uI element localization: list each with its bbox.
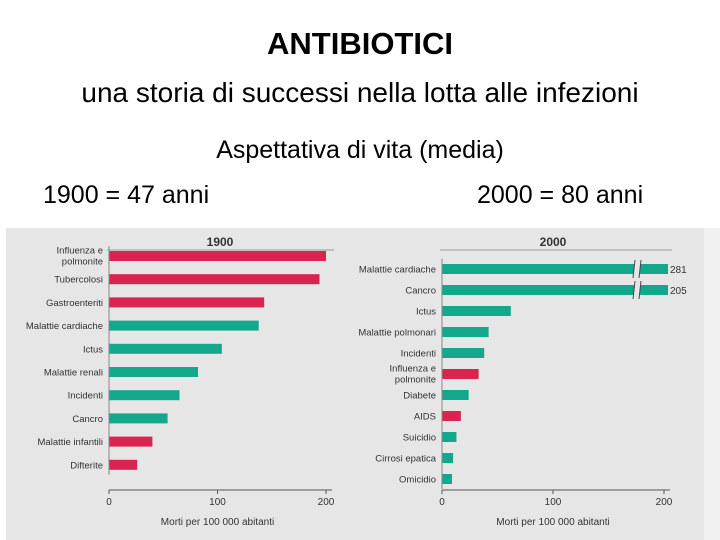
category-label: Cancro: [72, 414, 103, 425]
right-edge-band: [704, 228, 720, 540]
category-label: Ictus: [83, 344, 103, 355]
category-label: Malattie cardiache: [359, 265, 436, 276]
x-tick-label: 100: [545, 497, 562, 508]
bar-ictus: [442, 306, 511, 316]
bar-malattie-cardiache: [109, 320, 259, 331]
x-tick-label: 100: [209, 497, 226, 508]
category-label: Cancro: [405, 286, 436, 297]
bar-suicidio: [442, 432, 457, 442]
bar-cancro: [109, 413, 168, 424]
category-label: Cirrosi epatica: [375, 454, 436, 465]
bar-gastroenteriti: [109, 297, 265, 308]
x-tick-label: 200: [318, 497, 335, 508]
category-label: Omicidio: [399, 475, 436, 486]
bar-ictus: [109, 343, 222, 354]
category-label: Difterite: [70, 460, 103, 471]
axis-break-mark: [632, 259, 636, 279]
category-label: Malattie renali: [44, 368, 103, 379]
x-tick-label: 0: [439, 497, 445, 508]
chart-title: 2000: [540, 235, 567, 249]
category-label: Incidenti: [68, 391, 103, 402]
category-label: Gastroenteriti: [46, 298, 103, 309]
bar-value-label: 205: [670, 286, 687, 297]
category-label: polmonite: [62, 257, 103, 268]
x-tick-label: 0: [106, 497, 112, 508]
category-label: Influenza e: [57, 246, 103, 257]
x-tick-label: 200: [656, 497, 673, 508]
bar-omicidio: [442, 474, 452, 484]
chart-title: 1900: [207, 235, 234, 249]
bar-difterite: [109, 459, 138, 470]
life-expectancy-2000: 2000 = 80 anni: [477, 181, 644, 209]
category-label: AIDS: [414, 412, 436, 423]
category-label: Malattie infantili: [38, 437, 103, 448]
bar-influenza-e-polmonite: [109, 251, 326, 261]
bar-cancro: [442, 285, 668, 295]
category-label: Malattie cardiache: [26, 321, 103, 332]
life-expectancy-1900: 1900 = 47 anni: [43, 181, 210, 209]
bar-incidenti: [442, 348, 485, 358]
category-label: polmonite: [395, 375, 436, 386]
bar-value-label: 281: [670, 265, 687, 276]
bar-influenza-e-polmonite: [442, 369, 479, 379]
category-label: Malattie polmonari: [358, 328, 436, 339]
bar-tubercolosi: [109, 274, 320, 285]
bar-malattie-cardiache: [442, 264, 668, 274]
slide-title: ANTIBIOTICI: [267, 26, 453, 61]
bar-malattie-renali: [109, 367, 198, 377]
category-label: Diabete: [403, 391, 436, 402]
axis-break-mark: [638, 259, 642, 279]
x-axis-label: Morti per 100 000 abitanti: [496, 517, 609, 528]
bar-malattie-polmonari: [442, 327, 489, 337]
category-label: Incidenti: [401, 349, 436, 360]
category-label: Suicidio: [403, 433, 436, 444]
category-label: Tubercolosi: [54, 275, 103, 286]
life-expectancy-heading: Aspettativa di vita (media): [216, 136, 504, 164]
x-axis-label: Morti per 100 000 abitanti: [161, 517, 274, 528]
category-label: Ictus: [416, 307, 436, 318]
bar-aids: [442, 411, 461, 421]
bar-diabete: [442, 390, 469, 400]
bar-cirrosi-epatica: [442, 453, 454, 463]
chart-panel-2000: [340, 228, 704, 540]
bar-incidenti: [109, 390, 180, 401]
axis-break-mark: [638, 280, 642, 300]
bar-malattie-infantili: [109, 436, 153, 447]
category-label: Influenza e: [390, 364, 436, 375]
axis-break-mark: [632, 280, 636, 300]
slide-subtitle: una storia di successi nella lotta alle …: [81, 77, 639, 108]
